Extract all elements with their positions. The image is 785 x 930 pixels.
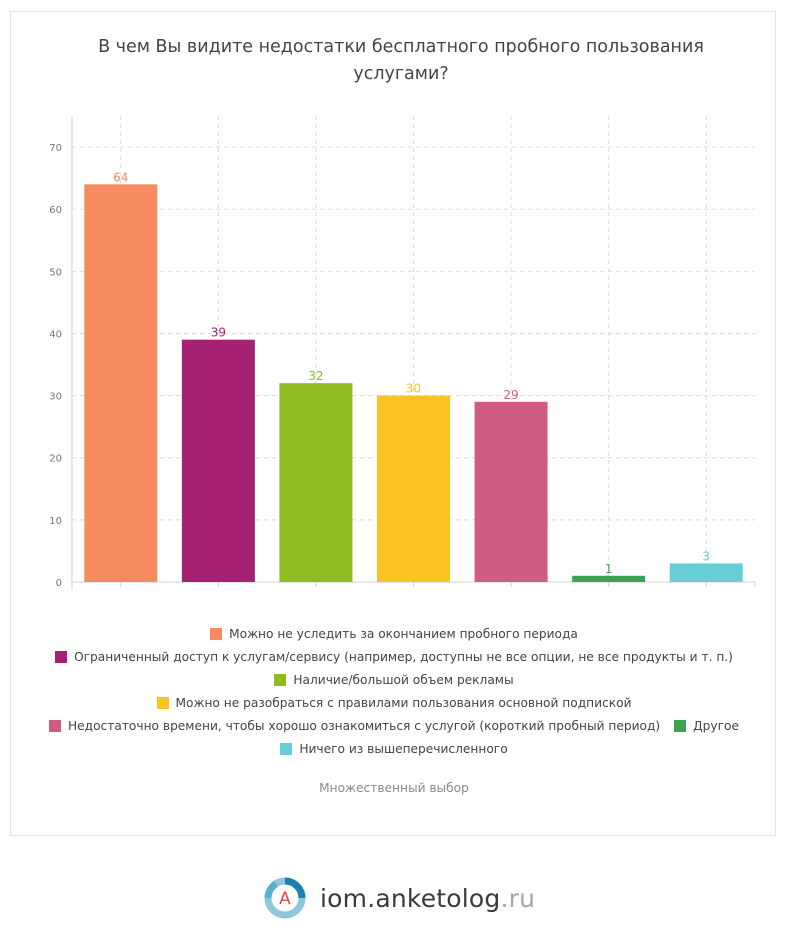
legend-swatch <box>210 627 223 640</box>
chart-card: В чем Вы видите недостатки бесплатного п… <box>10 11 776 836</box>
bar <box>669 563 743 582</box>
chart-title: В чем Вы видите недостатки бесплатного п… <box>98 37 704 84</box>
legend-swatch <box>674 719 687 732</box>
legend-item[interactable]: Ничего из вышеперечисленного <box>280 741 508 756</box>
bar <box>572 575 646 582</box>
legend-row: Наличие/большой объем рекламы <box>31 668 757 691</box>
legend-label: Можно не разобраться с правилами пользов… <box>175 695 632 710</box>
bar-value-label: 39 <box>211 326 226 340</box>
legend-item[interactable]: Другое <box>674 719 739 733</box>
legend-swatch <box>280 742 293 755</box>
logo-letter: A <box>279 889 291 909</box>
multiple-choice-note: Множественный выбор <box>319 781 469 795</box>
bar-value-label: 32 <box>308 369 323 383</box>
bar <box>84 184 158 582</box>
y-tick-label: 0 <box>56 578 62 589</box>
legend-label: Другое <box>693 718 739 733</box>
legend-row: Можно не уследить за окончанием пробного… <box>31 622 757 645</box>
anketolog-logo-icon: A <box>264 877 306 919</box>
legend-item[interactable]: Ограниченный доступ к услугам/сервису (н… <box>55 650 733 664</box>
legend-row: Ничего из вышеперечисленного <box>31 737 757 760</box>
bar <box>377 395 450 582</box>
legend-row: Недостаточно времени, чтобы хорошо ознак… <box>31 714 757 737</box>
chart-legend: Можно не уследить за окончанием пробного… <box>31 622 757 760</box>
bar-value-label: 29 <box>503 388 518 402</box>
legend-row: Ограниченный доступ к услугам/сервису (н… <box>31 645 757 668</box>
bar <box>181 339 255 582</box>
legend-item[interactable]: Можно не уследить за окончанием пробного… <box>210 627 578 641</box>
legend-item[interactable]: Наличие/большой объем рекламы <box>274 672 514 687</box>
legend-item[interactable]: Недостаточно времени, чтобы хорошо ознак… <box>49 719 660 733</box>
legend-label: Ограниченный доступ к услугам/сервису (н… <box>74 649 733 664</box>
bar-value-label: 64 <box>113 170 128 184</box>
legend-swatch <box>274 673 287 686</box>
bar <box>279 383 353 582</box>
legend-swatch <box>55 650 68 663</box>
legend-swatch <box>49 719 62 732</box>
legend-label: Недостаточно времени, чтобы хорошо ознак… <box>68 718 661 733</box>
legend-row: Можно не разобраться с правилами пользов… <box>31 691 757 714</box>
bar-value-label: 3 <box>702 549 710 563</box>
y-tick-label: 40 <box>49 329 62 340</box>
legend-label: Можно не уследить за окончанием пробного… <box>229 626 578 641</box>
y-tick-label: 10 <box>49 516 62 527</box>
y-tick-label: 60 <box>49 205 62 216</box>
bar <box>474 401 548 582</box>
legend-item[interactable]: Можно не разобраться с правилами пользов… <box>156 695 632 710</box>
brand-name: iom.anketolog.ru <box>320 883 536 913</box>
bar-value-label: 30 <box>406 382 421 396</box>
legend-label: Ничего из вышеперечисленного <box>299 741 508 756</box>
y-tick-label: 50 <box>49 267 62 278</box>
bar-value-label: 1 <box>605 562 613 576</box>
y-tick-label: 20 <box>49 454 62 465</box>
legend-label: Наличие/большой объем рекламы <box>293 672 514 687</box>
y-tick-label: 70 <box>49 143 62 154</box>
bar-chart: 0 10 20 30 40 50 60 70 64 39 32 30 29 1 3 <box>49 116 756 590</box>
y-tick-label: 30 <box>49 392 62 403</box>
brand-footer[interactable]: A iom.anketolog.ru <box>262 875 535 921</box>
legend-swatch <box>156 696 169 709</box>
